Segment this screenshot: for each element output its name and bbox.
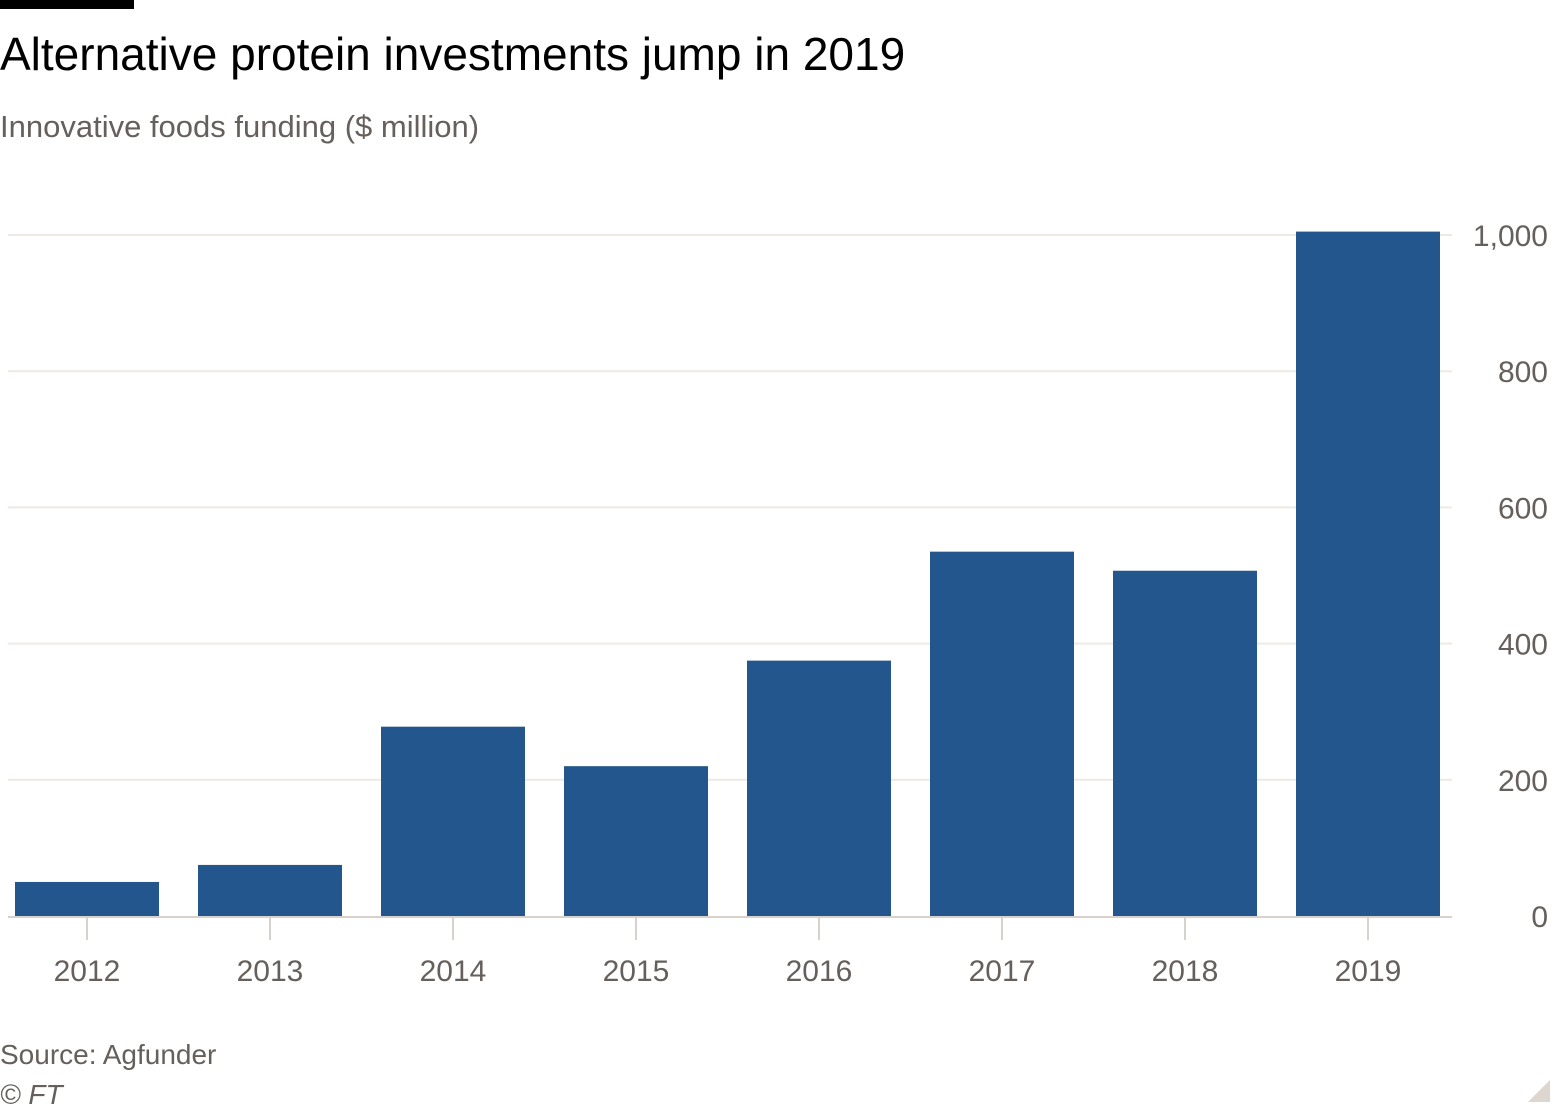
bars bbox=[15, 231, 1440, 917]
x-tick-label: 2014 bbox=[420, 955, 487, 988]
bar-2013 bbox=[198, 864, 342, 916]
bar-2019 bbox=[1296, 231, 1440, 917]
bar-2014 bbox=[381, 726, 525, 916]
chart-title: Alternative protein investments jump in … bbox=[0, 28, 906, 80]
x-tick-label: 2017 bbox=[969, 955, 1036, 988]
x-tick-label: 2019 bbox=[1335, 955, 1402, 988]
chart-subtitle: Innovative foods funding ($ million) bbox=[0, 109, 480, 144]
bar-2012 bbox=[15, 881, 159, 916]
brand-bar bbox=[0, 0, 134, 9]
corner-mark bbox=[1528, 1080, 1550, 1102]
bar-2015 bbox=[564, 766, 708, 916]
y-tick-label: 600 bbox=[1498, 492, 1548, 525]
x-tick-label: 2018 bbox=[1152, 955, 1219, 988]
x-tick-label: 2016 bbox=[786, 955, 853, 988]
y-tick-label: 1,000 bbox=[1473, 220, 1548, 253]
x-tick-label: 2015 bbox=[603, 955, 670, 988]
copyright-note: © FT bbox=[0, 1079, 63, 1110]
y-tick-label: 0 bbox=[1531, 901, 1548, 934]
bar-2016 bbox=[747, 660, 891, 916]
y-tick-label: 200 bbox=[1498, 765, 1548, 798]
x-tick-label: 2012 bbox=[54, 955, 121, 988]
axes: 0 200 400 600 800 1,000 2012 2013 2014 2015 2016 20… bbox=[8, 220, 1548, 988]
bar-2017 bbox=[930, 551, 1074, 916]
grid-lines bbox=[8, 234, 1452, 781]
bar-2018 bbox=[1113, 570, 1257, 916]
y-tick-label: 800 bbox=[1498, 356, 1548, 389]
y-tick-label: 400 bbox=[1498, 629, 1548, 662]
source-note: Source: Agfunder bbox=[0, 1039, 217, 1070]
x-tick-label: 2013 bbox=[237, 955, 304, 988]
